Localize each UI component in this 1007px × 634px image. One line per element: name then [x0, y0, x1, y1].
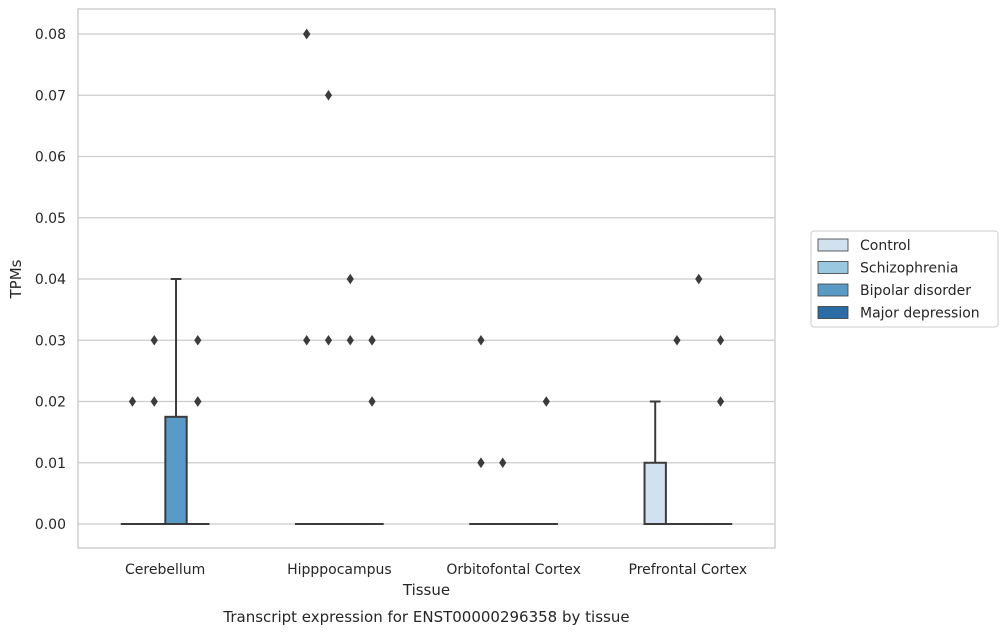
- outlier-point: [324, 90, 333, 101]
- outlier-point: [194, 396, 202, 407]
- legend: Control Schizophrenia Bipolar disorder Majo…: [810, 230, 999, 328]
- box-body: [164, 415, 188, 525]
- legend-label: Bipolar disorder: [860, 283, 971, 299]
- legend-swatch: [817, 283, 849, 297]
- outlier-point: [128, 396, 137, 407]
- outlier-point: [477, 457, 485, 468]
- chart-caption: Transcript expression for ENST0000029635…: [222, 608, 629, 626]
- legend-label: Schizophrenia: [860, 261, 958, 277]
- y-tick-label: 0.02: [35, 395, 66, 411]
- outlier-point: [150, 335, 158, 346]
- legend-label: Major depression: [860, 306, 980, 322]
- outlier-point: [542, 396, 550, 407]
- y-tick-label: 0.06: [35, 150, 66, 166]
- box-plot-area: [120, 28, 733, 526]
- outlier-point: [716, 335, 725, 346]
- plot-area-frame: [77, 8, 776, 549]
- x-tick-label: Cerebellum: [125, 562, 205, 578]
- y-tick-label: 0.01: [35, 456, 66, 472]
- y-tick-label: 0.04: [35, 272, 66, 288]
- y-tick-label: 0.00: [35, 517, 66, 533]
- outlier-point: [303, 335, 311, 346]
- outlier-point: [150, 396, 158, 407]
- y-tick-label: 0.08: [35, 27, 66, 43]
- legend-swatch: [817, 238, 849, 252]
- outlier-point: [477, 335, 485, 346]
- y-tick-label: 0.05: [35, 211, 66, 227]
- legend-swatch: [817, 261, 849, 274]
- y-tick-label: 0.03: [35, 333, 66, 349]
- outlier-point: [695, 273, 703, 285]
- outlier-point: [324, 335, 333, 346]
- y-axis-ticks: 0.00 0.01 0.02 0.03 0.04 0.05 0.06 0.07 0.08: [35, 27, 66, 533]
- y-gridlines: [78, 33, 775, 525]
- outlier-point: [368, 396, 376, 407]
- outlier-point: [303, 28, 311, 40]
- outlier-point: [716, 396, 725, 407]
- x-tick-label: Orbitofontal Cortex: [446, 562, 581, 578]
- outlier-point: [346, 335, 354, 346]
- y-axis-label: TPMs: [7, 259, 25, 299]
- y-tick-label: 0.07: [35, 88, 66, 104]
- x-axis-label: Tissue: [402, 581, 450, 599]
- x-axis-ticks: Cerebellum Hipppocampus Orbitofontal Corte…: [125, 562, 747, 578]
- outlier-point: [194, 335, 202, 346]
- legend-swatch: [817, 306, 849, 319]
- legend-frame: [810, 230, 999, 328]
- legend-label: Control: [860, 238, 911, 254]
- outlier-point: [673, 335, 681, 346]
- outlier-point: [346, 273, 354, 285]
- x-tick-label: Prefrontal Cortex: [629, 562, 748, 578]
- outlier-point: [368, 335, 376, 346]
- x-tick-label: Hipppocampus: [287, 562, 392, 578]
- box-body: [643, 461, 667, 525]
- outlier-point: [499, 457, 507, 468]
